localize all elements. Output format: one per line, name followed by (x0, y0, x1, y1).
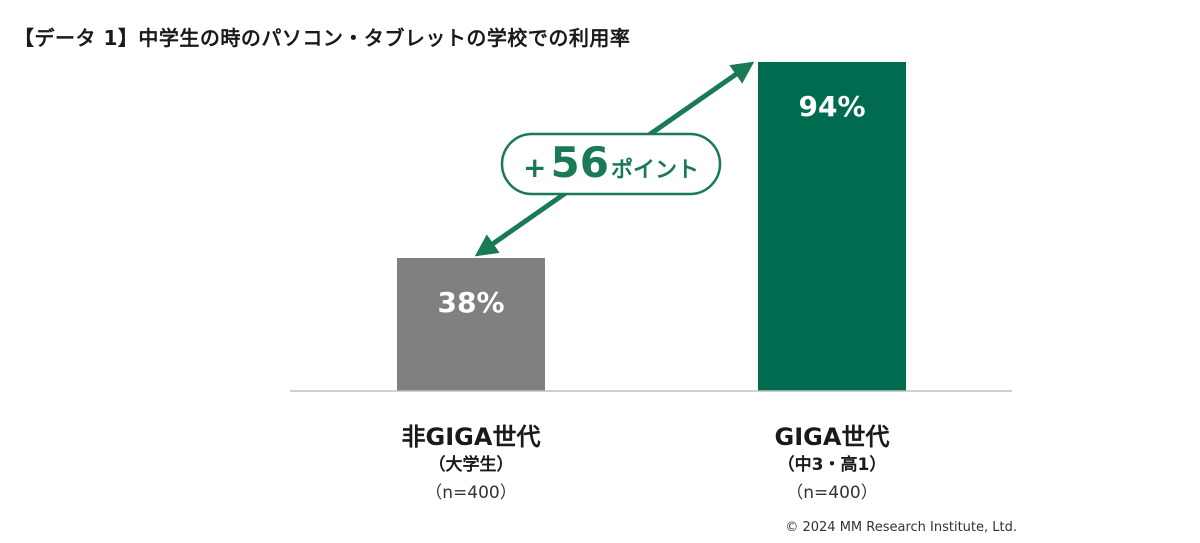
category-sample-size: （n=400） (425, 483, 517, 503)
chart-title: 【データ 1】中学生の時のパソコン・タブレットの学校での利用率 (14, 26, 631, 50)
category-subtitle: （大学生） (428, 455, 514, 475)
data-label-giga: 94% (798, 90, 865, 123)
difference-prefix: + (523, 151, 546, 184)
difference-annotation: +56ポイント (474, 61, 755, 257)
category-label-non-giga: 非GIGA世代 （大学生） （n=400） (321, 422, 621, 508)
difference-pill (500, 132, 722, 196)
category-sample-size: （n=400） (786, 483, 878, 503)
difference-label: +56ポイント (523, 138, 699, 187)
difference-number: 56 (551, 138, 609, 187)
category-subtitle: （中3・高1） (777, 455, 887, 475)
category-label-giga: GIGA世代 （中3・高1） （n=400） (682, 422, 982, 508)
bar-non-giga (397, 258, 545, 391)
category-name: 非GIGA世代 (401, 423, 541, 451)
data-label-non-giga: 38% (437, 286, 504, 319)
difference-unit: ポイント (611, 157, 699, 183)
bar-giga (758, 62, 906, 391)
copyright-notice: © 2024 MM Research Institute, Ltd. (785, 520, 1017, 535)
category-name: GIGA世代 (774, 423, 890, 451)
